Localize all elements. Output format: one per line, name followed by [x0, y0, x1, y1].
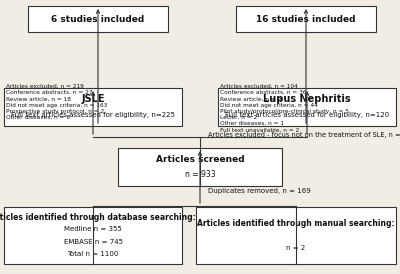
- Text: Articles excluded - focus not on the treatment of SLE, n = 595: Articles excluded - focus not on the tre…: [208, 132, 400, 138]
- FancyBboxPatch shape: [218, 88, 396, 126]
- FancyBboxPatch shape: [236, 6, 376, 32]
- Text: Full text articles assessed for eligibility, n=225: Full text articles assessed for eligibil…: [11, 112, 175, 118]
- FancyBboxPatch shape: [4, 88, 182, 126]
- Text: Medline n = 355: Medline n = 355: [64, 226, 122, 232]
- Text: Lupus Nephritis: Lupus Nephritis: [263, 95, 351, 104]
- Text: EMBASE n = 745: EMBASE n = 745: [64, 239, 122, 245]
- Text: Total n = 1100: Total n = 1100: [67, 251, 119, 257]
- Text: n = 933: n = 933: [185, 170, 215, 179]
- Text: 6 studies included: 6 studies included: [51, 15, 145, 24]
- FancyBboxPatch shape: [4, 207, 182, 264]
- Text: Duplicates removed, n = 169: Duplicates removed, n = 169: [208, 188, 311, 194]
- FancyBboxPatch shape: [28, 6, 168, 32]
- Text: Full text articles assessed for eligibility, n=120: Full text articles assessed for eligibil…: [225, 112, 389, 118]
- Text: 16 studies included: 16 studies included: [256, 15, 356, 24]
- Text: Articles identified through database searching:: Articles identified through database sea…: [0, 213, 196, 222]
- FancyBboxPatch shape: [118, 148, 282, 186]
- Text: Articles excluded, n = 219
Conference abstracts, n = 27
Review article, n = 18
D: Articles excluded, n = 219 Conference ab…: [6, 84, 107, 120]
- Text: JSLE: JSLE: [81, 95, 105, 104]
- Text: Articles excluded, n = 104
Conference abstracts, n = 36
Review article, n = 9
Di: Articles excluded, n = 104 Conference ab…: [220, 84, 349, 132]
- Text: n = 2: n = 2: [286, 245, 306, 251]
- FancyBboxPatch shape: [196, 207, 396, 264]
- Text: Articles identified through manual searching:: Articles identified through manual searc…: [197, 219, 395, 228]
- Text: Articles screened: Articles screened: [156, 155, 244, 164]
